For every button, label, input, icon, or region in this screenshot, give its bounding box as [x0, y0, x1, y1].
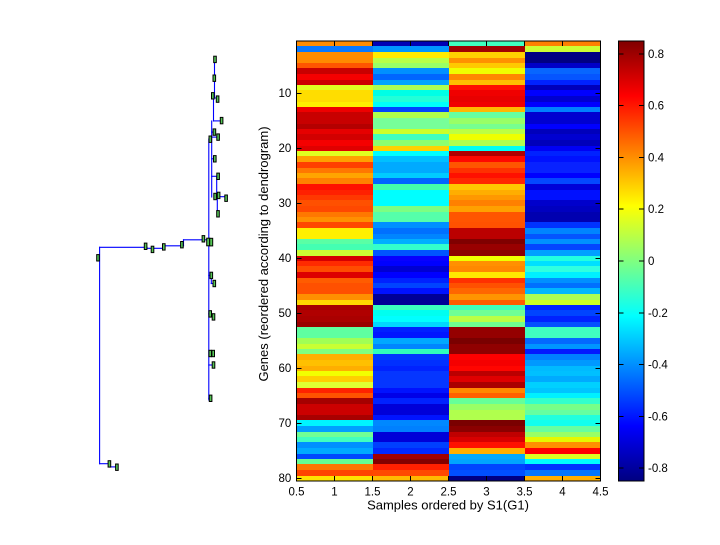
- svg-text:0.2: 0.2: [648, 204, 664, 216]
- svg-text:3.5: 3.5: [517, 487, 533, 499]
- svg-text:2.5: 2.5: [441, 487, 457, 499]
- svg-text:2: 2: [407, 487, 413, 499]
- svg-text:-0.6: -0.6: [648, 411, 668, 423]
- svg-text:0: 0: [648, 256, 654, 268]
- svg-text:70: 70: [279, 418, 292, 430]
- svg-text:50: 50: [279, 308, 292, 320]
- svg-text:20: 20: [279, 143, 292, 155]
- svg-text:0.6: 0.6: [648, 101, 664, 113]
- svg-text:30: 30: [279, 198, 292, 210]
- svg-text:0.8: 0.8: [648, 49, 664, 61]
- svg-text:Samples ordered by S1(G1): Samples ordered by S1(G1): [367, 498, 529, 513]
- svg-text:-0.4: -0.4: [648, 360, 668, 372]
- svg-text:40: 40: [279, 253, 292, 265]
- svg-text:Genes (reordered according to: Genes (reordered according to dendrogram…: [256, 126, 271, 381]
- svg-text:1: 1: [331, 487, 337, 499]
- svg-text:60: 60: [279, 363, 292, 375]
- svg-text:3: 3: [483, 487, 489, 499]
- svg-text:4.5: 4.5: [593, 487, 609, 499]
- svg-text:10: 10: [279, 88, 292, 100]
- svg-text:0.5: 0.5: [289, 487, 305, 499]
- svg-text:-0.8: -0.8: [648, 463, 668, 475]
- svg-text:4: 4: [559, 487, 566, 499]
- svg-text:80: 80: [279, 473, 292, 485]
- svg-text:-0.2: -0.2: [648, 308, 668, 320]
- svg-text:1.5: 1.5: [365, 487, 381, 499]
- svg-text:0.4: 0.4: [648, 153, 665, 165]
